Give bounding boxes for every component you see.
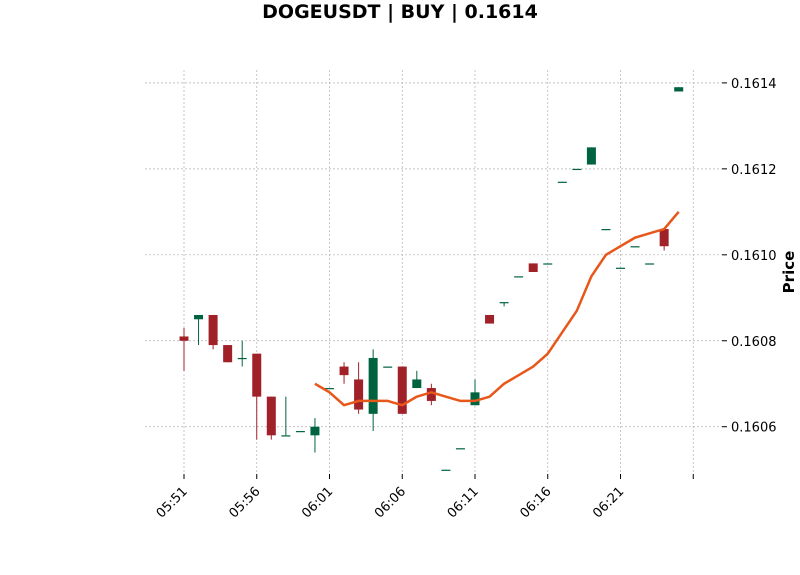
x-tick-label: 06:11 — [445, 484, 482, 521]
y-axis-label: Price — [780, 251, 798, 294]
candle-body — [630, 246, 640, 248]
x-tick-label: 05:51 — [154, 484, 191, 521]
candle-body — [194, 314, 204, 320]
candle-body — [339, 366, 349, 376]
candle-body — [485, 314, 495, 324]
candle-body — [499, 302, 509, 304]
ma-line — [314, 211, 680, 407]
candles — [179, 87, 684, 471]
candle-body — [325, 388, 334, 390]
candle-body — [237, 357, 247, 360]
candle-body — [266, 396, 276, 436]
candle-body — [252, 353, 262, 397]
candle-body — [310, 426, 320, 436]
candle-body — [470, 392, 480, 406]
candle-body — [557, 181, 567, 183]
candle-body — [368, 357, 378, 414]
candle-body — [528, 263, 538, 272]
candle-body — [354, 379, 364, 410]
axes: 0.1606 0.1608 0.1610 0.1612 0.1614 05:51 05:56… — [154, 77, 777, 521]
candle-body — [426, 388, 436, 401]
candle-body — [208, 314, 218, 346]
candle-body — [674, 87, 684, 92]
candle-body — [616, 267, 625, 269]
candle-body — [397, 366, 407, 414]
candle-body — [281, 435, 291, 437]
y-tick-label: 0.1610 — [731, 249, 777, 264]
candle-body — [441, 469, 451, 471]
y-tick-label: 0.1606 — [731, 421, 777, 436]
x-tick-label: 06:16 — [517, 484, 554, 521]
x-tick-label: 06:21 — [590, 484, 627, 521]
moving-average — [314, 211, 680, 407]
candle-body — [455, 448, 465, 450]
candle-body — [383, 366, 393, 368]
candle-body — [295, 431, 305, 433]
y-tick-label: 0.1612 — [731, 163, 777, 178]
candle-body — [412, 379, 422, 389]
chart-title: DOGEUSDT | BUY | 0.1614 — [262, 1, 538, 23]
grid-lines — [145, 70, 722, 474]
candle-body — [601, 229, 611, 231]
candle-body — [514, 276, 524, 278]
candle-body — [659, 229, 669, 247]
x-tick-label: 06:01 — [299, 484, 336, 521]
candle-body — [543, 263, 553, 265]
candle-body — [586, 147, 596, 165]
candle-body — [572, 168, 582, 171]
x-tick-label: 06:06 — [372, 484, 409, 521]
y-tick-label: 0.1614 — [731, 77, 777, 92]
candle-body — [179, 336, 189, 341]
candle-body — [223, 345, 233, 363]
y-tick-label: 0.1608 — [731, 335, 777, 350]
x-tick-label: 05:56 — [226, 484, 263, 521]
candle-body — [645, 263, 655, 265]
